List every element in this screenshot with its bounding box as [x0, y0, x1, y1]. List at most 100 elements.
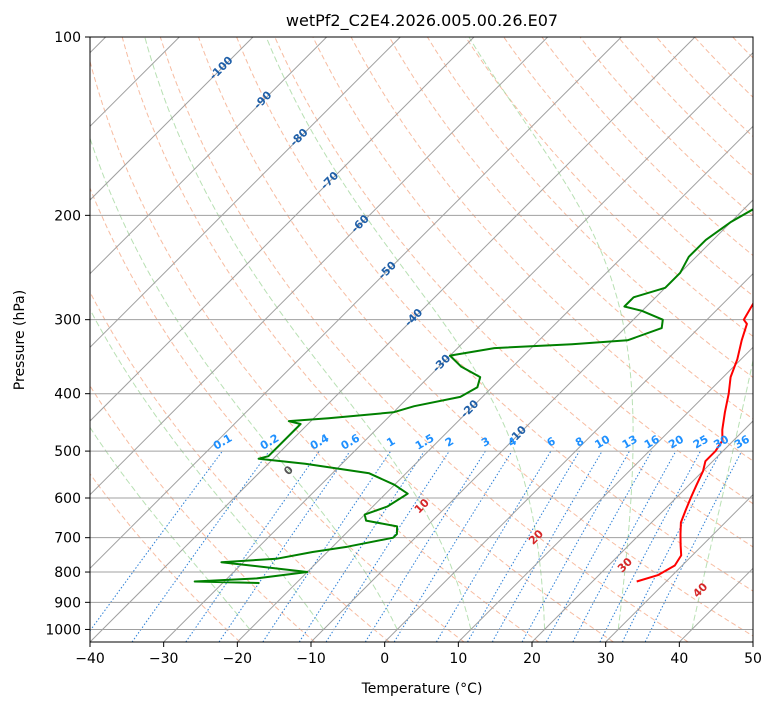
moist-adiabat [90, 426, 251, 630]
dry-adiabat [90, 384, 316, 642]
moist-adiabat-label: 0 [281, 463, 296, 478]
moist-adiabat-label: 40 [690, 580, 710, 600]
temperature-line [636, 301, 753, 583]
mixing-ratio-label: 3 [479, 435, 492, 450]
mixing-ratio-line [325, 450, 450, 642]
dry-adiabat [388, 37, 753, 420]
isotherm-line [90, 37, 401, 349]
y-tick-label: 1000 [45, 622, 81, 638]
x-tick-label: −10 [296, 651, 326, 667]
dry-adiabat [274, 37, 753, 548]
isotherm-line [90, 37, 622, 570]
mixing-ratio-line [599, 450, 701, 642]
x-tick-label: 50 [744, 651, 762, 667]
x-tick-label: −40 [75, 651, 105, 667]
mixing-ratio-label: 13 [620, 433, 640, 452]
moist-adiabat-label: 10 [412, 496, 432, 516]
isotherm-line [90, 37, 254, 201]
isotherm-line [605, 493, 753, 642]
x-tick-label: 20 [523, 651, 541, 667]
dry-adiabat [90, 291, 390, 642]
isotherm-line [457, 346, 753, 642]
moist-adiabat [468, 37, 634, 630]
y-tick-label: 900 [54, 595, 81, 611]
dry-adiabat [771, 37, 775, 642]
plot-frame [89, 36, 754, 643]
isotherm-line [678, 567, 753, 642]
y-tick-label: 300 [54, 313, 81, 329]
x-tick-label: 10 [449, 651, 467, 667]
mixing-ratio-line [364, 450, 486, 642]
dry-adiabat [426, 37, 753, 379]
mixing-ratio-label: 0.6 [339, 431, 363, 452]
mixing-ratio-label: 0.1 [211, 432, 234, 453]
moist-adiabat [265, 37, 546, 630]
y-tick-label: 500 [54, 444, 81, 460]
mixing-ratio-label: 0.2 [258, 432, 281, 453]
dry-adiabat [159, 37, 689, 642]
dry-adiabat [503, 37, 753, 297]
y-axis-label: Pressure (hPa) [12, 290, 28, 390]
mixing-ratio-label: 6 [545, 434, 558, 449]
isotherm-line [310, 199, 753, 642]
mixing-ratio-label: 2 [443, 435, 456, 450]
mixing-ratio-label: 30 [711, 432, 731, 451]
mixing-ratio-line [644, 450, 743, 642]
dry-adiabat [541, 37, 753, 257]
dry-adiabat [312, 37, 753, 505]
dry-adiabat [350, 37, 753, 462]
y-tick-label: 600 [54, 491, 81, 507]
mixing-ratio-label: 1 [384, 435, 397, 450]
mixing-ratio-line [521, 450, 630, 642]
mixing-ratio-line [621, 450, 722, 642]
dry-adiabat [90, 186, 465, 642]
dewpoint-line [193, 208, 753, 584]
mixing-ratio-label: 0.4 [308, 431, 332, 452]
y-axis: 100 200 300 400 500 600 700 800 900 1000 [45, 30, 90, 638]
mixing-ratio-label: 10 [593, 432, 613, 451]
profiles [193, 208, 753, 584]
isotherm-line [384, 272, 753, 642]
dry-adiabat [90, 59, 540, 642]
mixing-ratio-line [545, 450, 653, 642]
y-tick-label: 100 [54, 30, 81, 46]
isotherm-line [90, 37, 328, 275]
x-axis-label: Temperature (°C) [361, 681, 483, 697]
mixing-ratio-line [393, 450, 513, 642]
x-tick-label: 0 [380, 651, 389, 667]
mixing-ratio-label: 1.5 [413, 432, 436, 453]
isotherm-line [163, 51, 753, 642]
mixing-ratio-label: 25 [691, 433, 711, 452]
dry-adiabat [656, 37, 753, 138]
isotherm-line [90, 37, 475, 422]
mixing-ratio-line [218, 450, 351, 642]
mixing-ratio-label: 20 [666, 432, 686, 451]
x-tick-label: −30 [149, 651, 179, 667]
mixing-ratio-line [262, 450, 392, 642]
dry-adiabat [236, 37, 753, 592]
isotherm-line [236, 125, 753, 642]
mixing-ratio-line [90, 450, 223, 632]
x-tick-label: 40 [670, 651, 688, 667]
y-tick-label: 400 [54, 387, 81, 403]
mixing-ratio-line [131, 450, 270, 642]
y-tick-label: 200 [54, 208, 81, 224]
moist-adiabat [691, 358, 753, 630]
mixing-ratio-line [572, 450, 677, 642]
dry-adiabat [732, 37, 753, 59]
dry-adiabat [90, 472, 241, 642]
x-axis: −40 −30 −20 −10 0 10 20 30 40 50 [75, 642, 762, 667]
isotherm-line [90, 37, 549, 496]
x-tick-label: −20 [223, 651, 253, 667]
x-tick-label: 30 [597, 651, 615, 667]
background-lines [90, 37, 775, 642]
mixing-ratio-line [298, 450, 425, 642]
dry-adiabat [694, 37, 753, 98]
mixing-ratio-label: 16 [642, 432, 662, 451]
chart-title: wetPf2_C2E4.2026.005.00.26.E07 [286, 11, 558, 31]
isotherm-line [752, 641, 753, 642]
dry-adiabat [121, 37, 614, 642]
isotherm-line [90, 37, 696, 642]
dry-adiabat [198, 37, 753, 637]
